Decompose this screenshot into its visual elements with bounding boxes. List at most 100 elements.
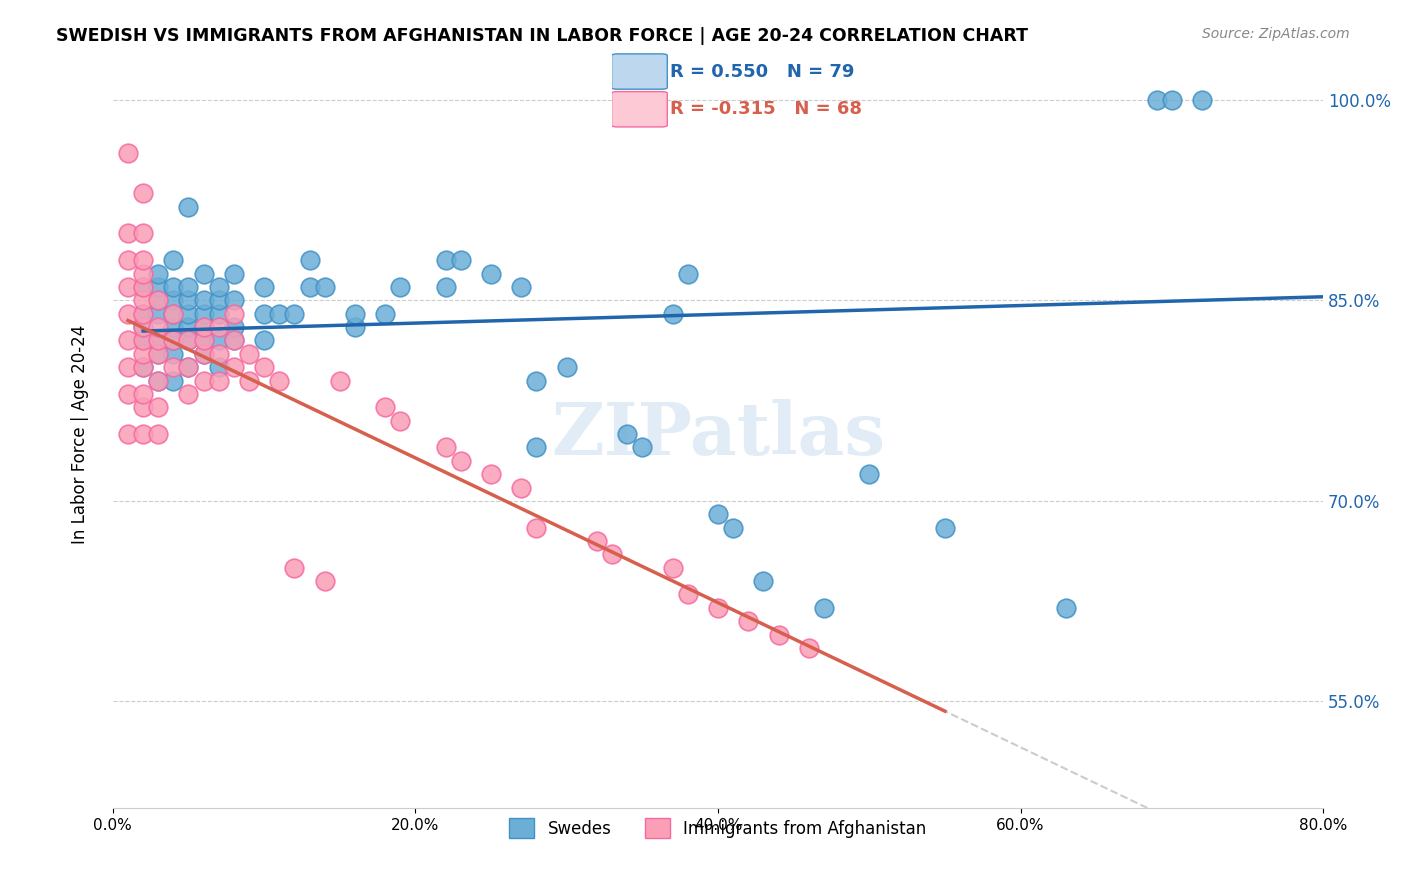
Point — [934, 521, 956, 535]
Point — [676, 587, 699, 601]
Point — [526, 441, 548, 455]
Point — [162, 253, 184, 268]
Point — [208, 374, 231, 388]
Point — [193, 320, 215, 334]
Text: Source: ZipAtlas.com: Source: ZipAtlas.com — [1202, 27, 1350, 41]
Point — [177, 293, 200, 308]
Point — [132, 307, 155, 321]
Point — [132, 307, 155, 321]
Point — [177, 360, 200, 375]
Text: R = -0.315   N = 68: R = -0.315 N = 68 — [671, 100, 862, 119]
Point — [148, 347, 170, 361]
Point — [117, 427, 139, 442]
Point — [193, 307, 215, 321]
Point — [193, 374, 215, 388]
Y-axis label: In Labor Force | Age 20-24: In Labor Force | Age 20-24 — [72, 325, 89, 543]
Point — [132, 320, 155, 334]
Point — [707, 600, 730, 615]
Point — [479, 267, 502, 281]
Point — [162, 347, 184, 361]
Point — [162, 334, 184, 348]
Point — [177, 387, 200, 401]
Legend: Swedes, Immigrants from Afghanistan: Swedes, Immigrants from Afghanistan — [503, 812, 934, 845]
Point — [162, 293, 184, 308]
Point — [707, 508, 730, 522]
Point — [479, 467, 502, 482]
Point — [222, 267, 245, 281]
Point — [238, 374, 260, 388]
Point — [208, 293, 231, 308]
Point — [132, 267, 155, 281]
Point — [148, 334, 170, 348]
Point — [148, 401, 170, 415]
Point — [314, 574, 336, 588]
Point — [374, 307, 396, 321]
Point — [148, 374, 170, 388]
Point — [193, 334, 215, 348]
Point — [526, 374, 548, 388]
Point — [222, 334, 245, 348]
Point — [132, 401, 155, 415]
Point — [600, 547, 623, 561]
Point — [162, 307, 184, 321]
Point — [222, 307, 245, 321]
Point — [1160, 93, 1182, 107]
Point — [752, 574, 775, 588]
Point — [238, 347, 260, 361]
Point — [177, 360, 200, 375]
Point — [162, 374, 184, 388]
Point — [132, 334, 155, 348]
Point — [162, 360, 184, 375]
Point — [177, 280, 200, 294]
Point — [222, 293, 245, 308]
Point — [162, 307, 184, 321]
Point — [132, 253, 155, 268]
Point — [298, 280, 321, 294]
Point — [117, 387, 139, 401]
Point — [117, 334, 139, 348]
Point — [222, 320, 245, 334]
Point — [813, 600, 835, 615]
Point — [1327, 93, 1350, 107]
Point — [148, 427, 170, 442]
Point — [148, 347, 170, 361]
Point — [117, 307, 139, 321]
Point — [374, 401, 396, 415]
Point — [555, 360, 578, 375]
Point — [162, 334, 184, 348]
Point — [177, 320, 200, 334]
Point — [148, 280, 170, 294]
Point — [132, 186, 155, 201]
Point — [117, 280, 139, 294]
Point — [298, 253, 321, 268]
Point — [208, 280, 231, 294]
Point — [208, 307, 231, 321]
Point — [510, 280, 533, 294]
Point — [162, 280, 184, 294]
Point — [208, 347, 231, 361]
Point — [661, 560, 683, 574]
Point — [526, 521, 548, 535]
Point — [737, 614, 759, 628]
Point — [586, 534, 609, 549]
Point — [283, 560, 305, 574]
Point — [1146, 93, 1168, 107]
Point — [148, 293, 170, 308]
Point — [222, 360, 245, 375]
Point — [616, 427, 638, 442]
Point — [117, 360, 139, 375]
Point — [283, 307, 305, 321]
Point — [721, 521, 744, 535]
Point — [253, 360, 276, 375]
Point — [1372, 93, 1395, 107]
Point — [253, 280, 276, 294]
Point — [132, 320, 155, 334]
Point — [269, 374, 291, 388]
Point — [510, 481, 533, 495]
Point — [132, 280, 155, 294]
Point — [450, 454, 472, 468]
Point — [177, 334, 200, 348]
Point — [148, 307, 170, 321]
Point — [858, 467, 880, 482]
Point — [132, 293, 155, 308]
